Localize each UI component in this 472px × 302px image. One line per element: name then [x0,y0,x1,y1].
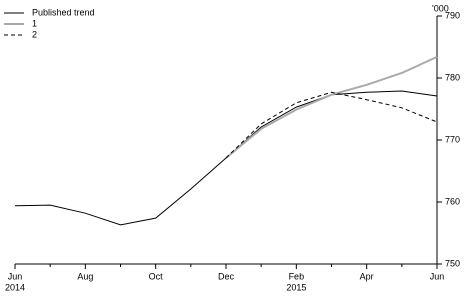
y-tick-label: 790 [445,10,460,20]
y-tick-label: 750 [445,258,460,268]
x-year-label: 2015 [286,282,306,292]
legend-label: 2 [32,29,37,39]
x-tick-label: Feb [289,271,305,281]
legend-label: 1 [32,18,37,28]
legend-label: Published trend [32,7,95,17]
series-line [225,91,438,159]
x-tick-label: Jun [8,271,23,281]
y-unit: '000 [432,3,449,13]
x-year-label: 2014 [5,282,25,292]
x-tick-label: Apr [360,271,374,281]
series-line [225,55,438,159]
y-tick-label: 760 [445,196,460,206]
x-tick-label: Dec [218,271,235,281]
y-tick-label: 770 [445,134,460,144]
x-tick-label: Jun [430,271,445,281]
x-tick-label: Aug [77,271,93,281]
y-tick-label: 780 [445,72,460,82]
x-tick-label: Oct [149,271,164,281]
